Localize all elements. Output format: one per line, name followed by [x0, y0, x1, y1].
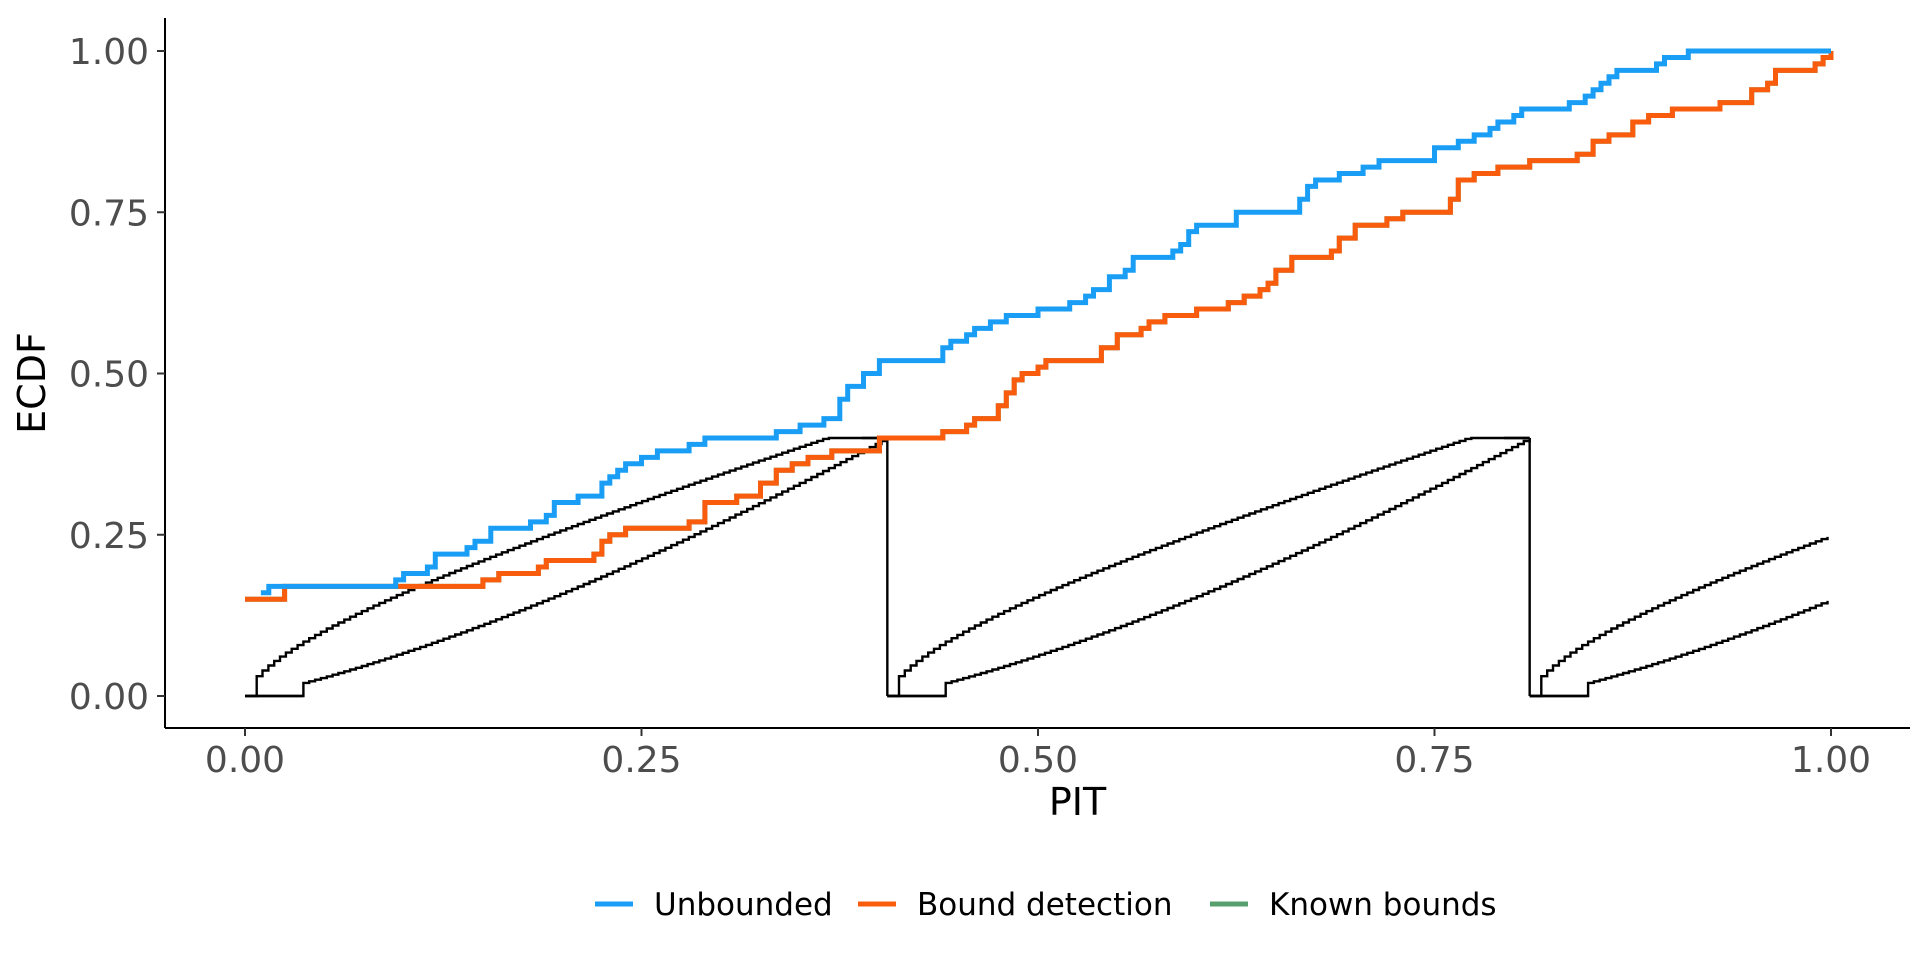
- series-lines: [245, 48, 1834, 602]
- x-tick-label: 1.00: [1791, 740, 1871, 781]
- series-line-known-bounds: [245, 51, 1834, 602]
- legend: Unbounded Bound detection Known bounds: [595, 887, 1497, 923]
- x-tick-label: 0.50: [998, 740, 1078, 781]
- envelope-lower-1: [245, 438, 889, 698]
- envelope-upper-3: [1529, 536, 1829, 698]
- x-tick-label: 0.00: [205, 740, 285, 781]
- x-tick-label: 0.25: [601, 740, 681, 781]
- legend-label: Known bounds: [1269, 887, 1497, 923]
- envelope-lower-3: [1529, 600, 1829, 698]
- envelope-lower-2: [887, 438, 1531, 698]
- series-line-unbounded: [260, 48, 1831, 596]
- y-tick-label: 0.00: [69, 677, 149, 718]
- legend-label: Bound detection: [917, 887, 1172, 923]
- x-tick-label: 0.75: [1394, 740, 1474, 781]
- y-tick-label: 0.75: [69, 193, 149, 234]
- series-line-bound-detection: [245, 51, 1834, 602]
- envelope-upper-1: [245, 436, 888, 698]
- y-axis-ticks: 0.00 0.25 0.50 0.75 1.00: [69, 32, 165, 718]
- plot-area: [245, 48, 1834, 698]
- confidence-envelope: [245, 436, 1829, 698]
- x-axis-title: PIT: [1049, 780, 1107, 824]
- y-tick-label: 0.50: [69, 355, 149, 396]
- y-tick-label: 1.00: [69, 32, 149, 73]
- y-tick-label: 0.25: [69, 516, 149, 557]
- x-axis-ticks: 0.00 0.25 0.50 0.75 1.00: [205, 728, 1871, 781]
- y-axis-title: ECDF: [10, 332, 54, 434]
- legend-label: Unbounded: [654, 887, 833, 923]
- envelope-upper-2: [887, 436, 1530, 698]
